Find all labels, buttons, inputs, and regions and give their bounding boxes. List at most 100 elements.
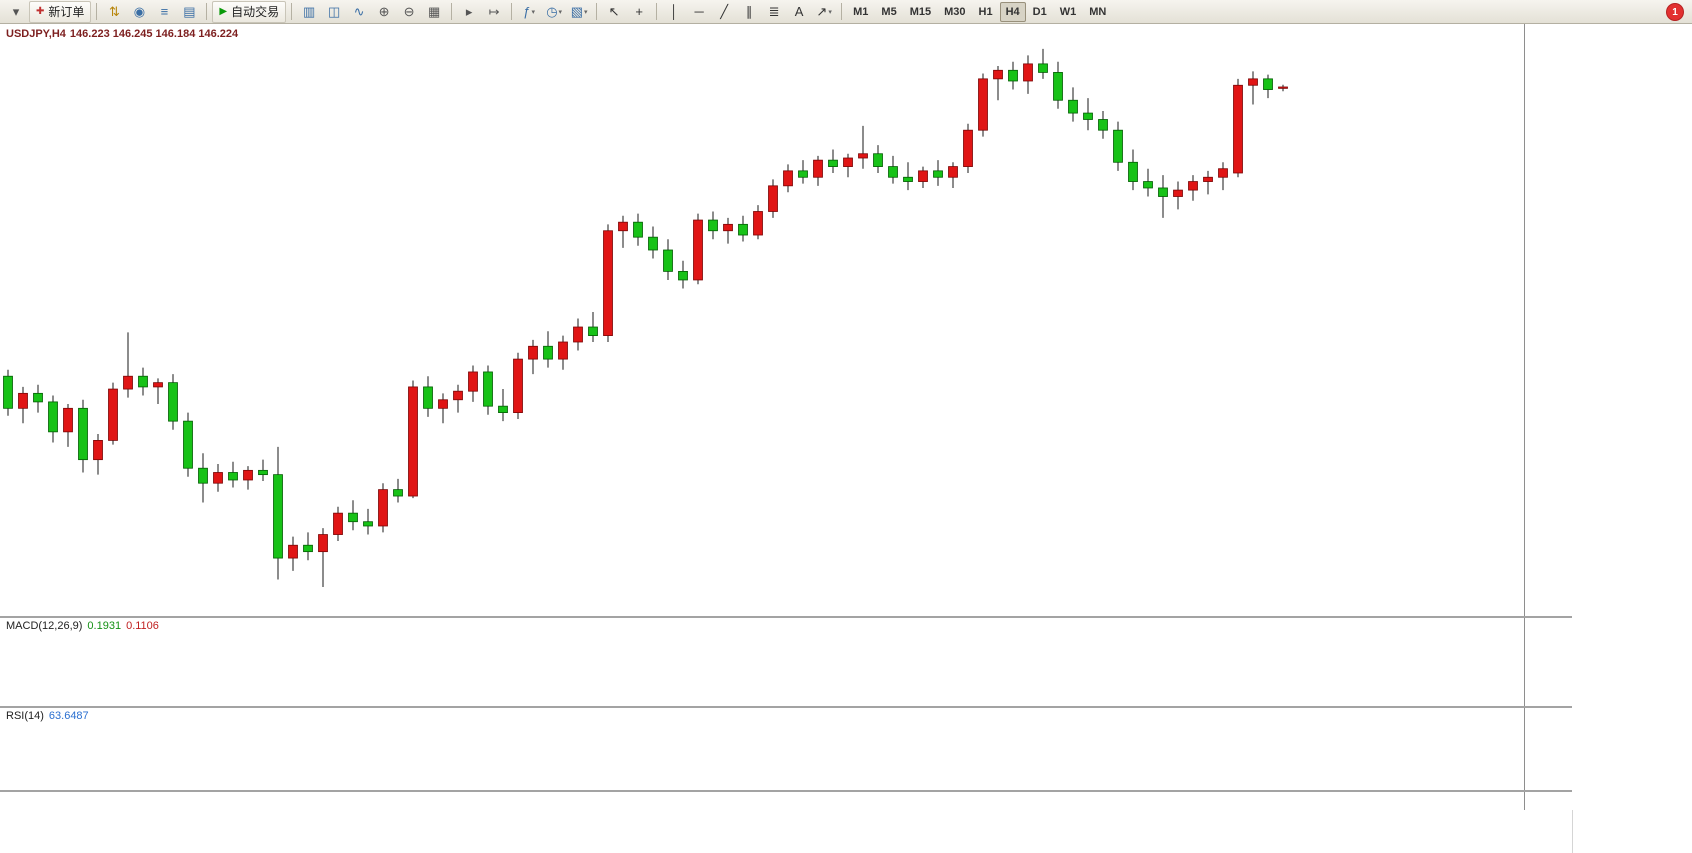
- auto-scroll-icon[interactable]: ▸: [465, 3, 473, 19]
- candle: [303, 532, 313, 561]
- candle: [423, 376, 433, 417]
- candle: [1098, 110, 1108, 139]
- timeframe-m15[interactable]: M15: [909, 5, 932, 18]
- candle: [708, 211, 718, 240]
- zoom-in-icon[interactable]: ⊕: [378, 3, 390, 19]
- candle: [678, 260, 688, 289]
- zoom-out-icon[interactable]: ⊖: [403, 3, 415, 19]
- timeframe-m1[interactable]: M1: [853, 5, 869, 18]
- candle: [483, 365, 493, 415]
- price-axis[interactable]: [1524, 24, 1573, 810]
- rsi-label: RSI(14) 63.6487: [6, 710, 94, 722]
- candle: [378, 483, 388, 533]
- autotrading-button[interactable]: ▶ 自动交易: [212, 0, 287, 23]
- candle: [1038, 48, 1048, 79]
- candle: [1218, 162, 1228, 191]
- indicators-icon[interactable]: ƒ ▾: [523, 4, 535, 19]
- candle: [1053, 61, 1063, 109]
- channel-icon[interactable]: ∥: [745, 3, 753, 19]
- arrows-icon[interactable]: ↗ ▾: [816, 3, 832, 19]
- notification-badge[interactable]: 1: [1667, 4, 1683, 20]
- candle: [438, 393, 448, 424]
- line-chart-icon[interactable]: ∿: [353, 3, 365, 19]
- candle: [108, 382, 118, 445]
- panel-splitter-macd[interactable]: [0, 616, 1572, 618]
- text-icon[interactable]: A: [794, 4, 804, 19]
- candle: [258, 459, 268, 482]
- templates-icon[interactable]: ▧ ▾: [570, 3, 588, 19]
- toolbar-separator: [291, 3, 293, 20]
- candle: [1113, 121, 1123, 171]
- chart-window: USDJPY,H4 146.223 146.245 146.184 146.224…: [0, 24, 1573, 853]
- toolbar-separator: [206, 3, 208, 20]
- dropdown-caret-icon: ▾: [531, 8, 535, 16]
- candle: [1083, 98, 1093, 131]
- chart-title: USDJPY,H4 146.223 146.245 146.184 146.224: [6, 28, 242, 40]
- dropdown-caret-icon: ▾: [558, 8, 563, 16]
- timeframe-h1[interactable]: H1: [978, 5, 993, 18]
- chart-shift-icon[interactable]: ↦: [488, 3, 500, 19]
- candle: [348, 500, 358, 531]
- crosshair-icon[interactable]: +: [635, 4, 643, 19]
- candle: [138, 367, 148, 396]
- terminal-icon[interactable]: ▤: [183, 3, 196, 19]
- vertical-line-icon[interactable]: │: [670, 4, 679, 19]
- candle: [1203, 170, 1213, 195]
- candle: [528, 339, 538, 375]
- tile-windows-icon[interactable]: ▦: [427, 3, 441, 19]
- candle: [273, 446, 283, 580]
- toolbar-separator: [511, 3, 513, 20]
- market-watch-icon[interactable]: ⇅: [108, 3, 120, 19]
- candle: [3, 369, 13, 416]
- candle: [633, 213, 643, 246]
- timeframe-d1[interactable]: D1: [1032, 5, 1047, 18]
- candle: [408, 380, 418, 499]
- symbol-period-label: USDJPY,H4: [6, 28, 66, 40]
- chart-window-menu-icon[interactable]: ▾: [12, 3, 20, 19]
- toolbar-separator: [656, 3, 658, 20]
- fibonacci-icon[interactable]: ≣: [768, 3, 780, 19]
- candle: [288, 536, 298, 571]
- macd-indicator-chart[interactable]: [0, 618, 1524, 706]
- candle: [228, 461, 238, 488]
- candlestick-chart-icon[interactable]: ◫: [327, 3, 341, 19]
- candle: [783, 164, 793, 193]
- rsi-value: 63.6487: [48, 710, 89, 722]
- macd-main-value: 0.1931: [87, 620, 122, 632]
- new-order-button[interactable]: ✚ 新订单: [29, 0, 92, 23]
- candle: [1248, 71, 1258, 105]
- candle: [798, 160, 808, 184]
- timeframe-mn[interactable]: MN: [1089, 5, 1107, 18]
- timeframe-w1[interactable]: W1: [1059, 5, 1077, 18]
- data-window-icon[interactable]: ◉: [133, 3, 146, 19]
- trendline-icon[interactable]: ╱: [720, 3, 729, 19]
- candle: [888, 155, 898, 184]
- periods-icon[interactable]: ◷ ▾: [546, 3, 563, 19]
- timeframe-m30[interactable]: M30: [944, 5, 966, 18]
- panel-splitter-rsi[interactable]: [0, 706, 1572, 708]
- timeframe-m5[interactable]: M5: [881, 5, 897, 18]
- timeframe-h4[interactable]: H4: [999, 1, 1026, 22]
- navigator-icon[interactable]: ≡: [160, 4, 169, 19]
- macd-name: MACD(12,26,9): [6, 620, 83, 632]
- dropdown-caret-icon: ▾: [584, 8, 588, 16]
- candle: [198, 453, 208, 503]
- bar-chart-icon[interactable]: ▥: [302, 3, 316, 19]
- candle: [183, 412, 193, 477]
- candlestick-chart[interactable]: [0, 24, 1524, 616]
- candle: [858, 125, 868, 169]
- candle: [1278, 84, 1288, 92]
- candle: [873, 145, 883, 173]
- horizontal-line-icon[interactable]: ─: [694, 4, 704, 19]
- candle: [813, 155, 823, 186]
- candle: [723, 217, 733, 244]
- candle: [738, 215, 748, 242]
- time-axis[interactable]: [0, 792, 1524, 810]
- candle: [48, 395, 58, 443]
- cursor-icon[interactable]: ↖: [608, 3, 620, 19]
- candle: [1233, 78, 1243, 178]
- candle: [123, 332, 133, 398]
- candle: [543, 331, 553, 368]
- candle: [978, 73, 988, 137]
- rsi-indicator-chart[interactable]: [0, 708, 1524, 790]
